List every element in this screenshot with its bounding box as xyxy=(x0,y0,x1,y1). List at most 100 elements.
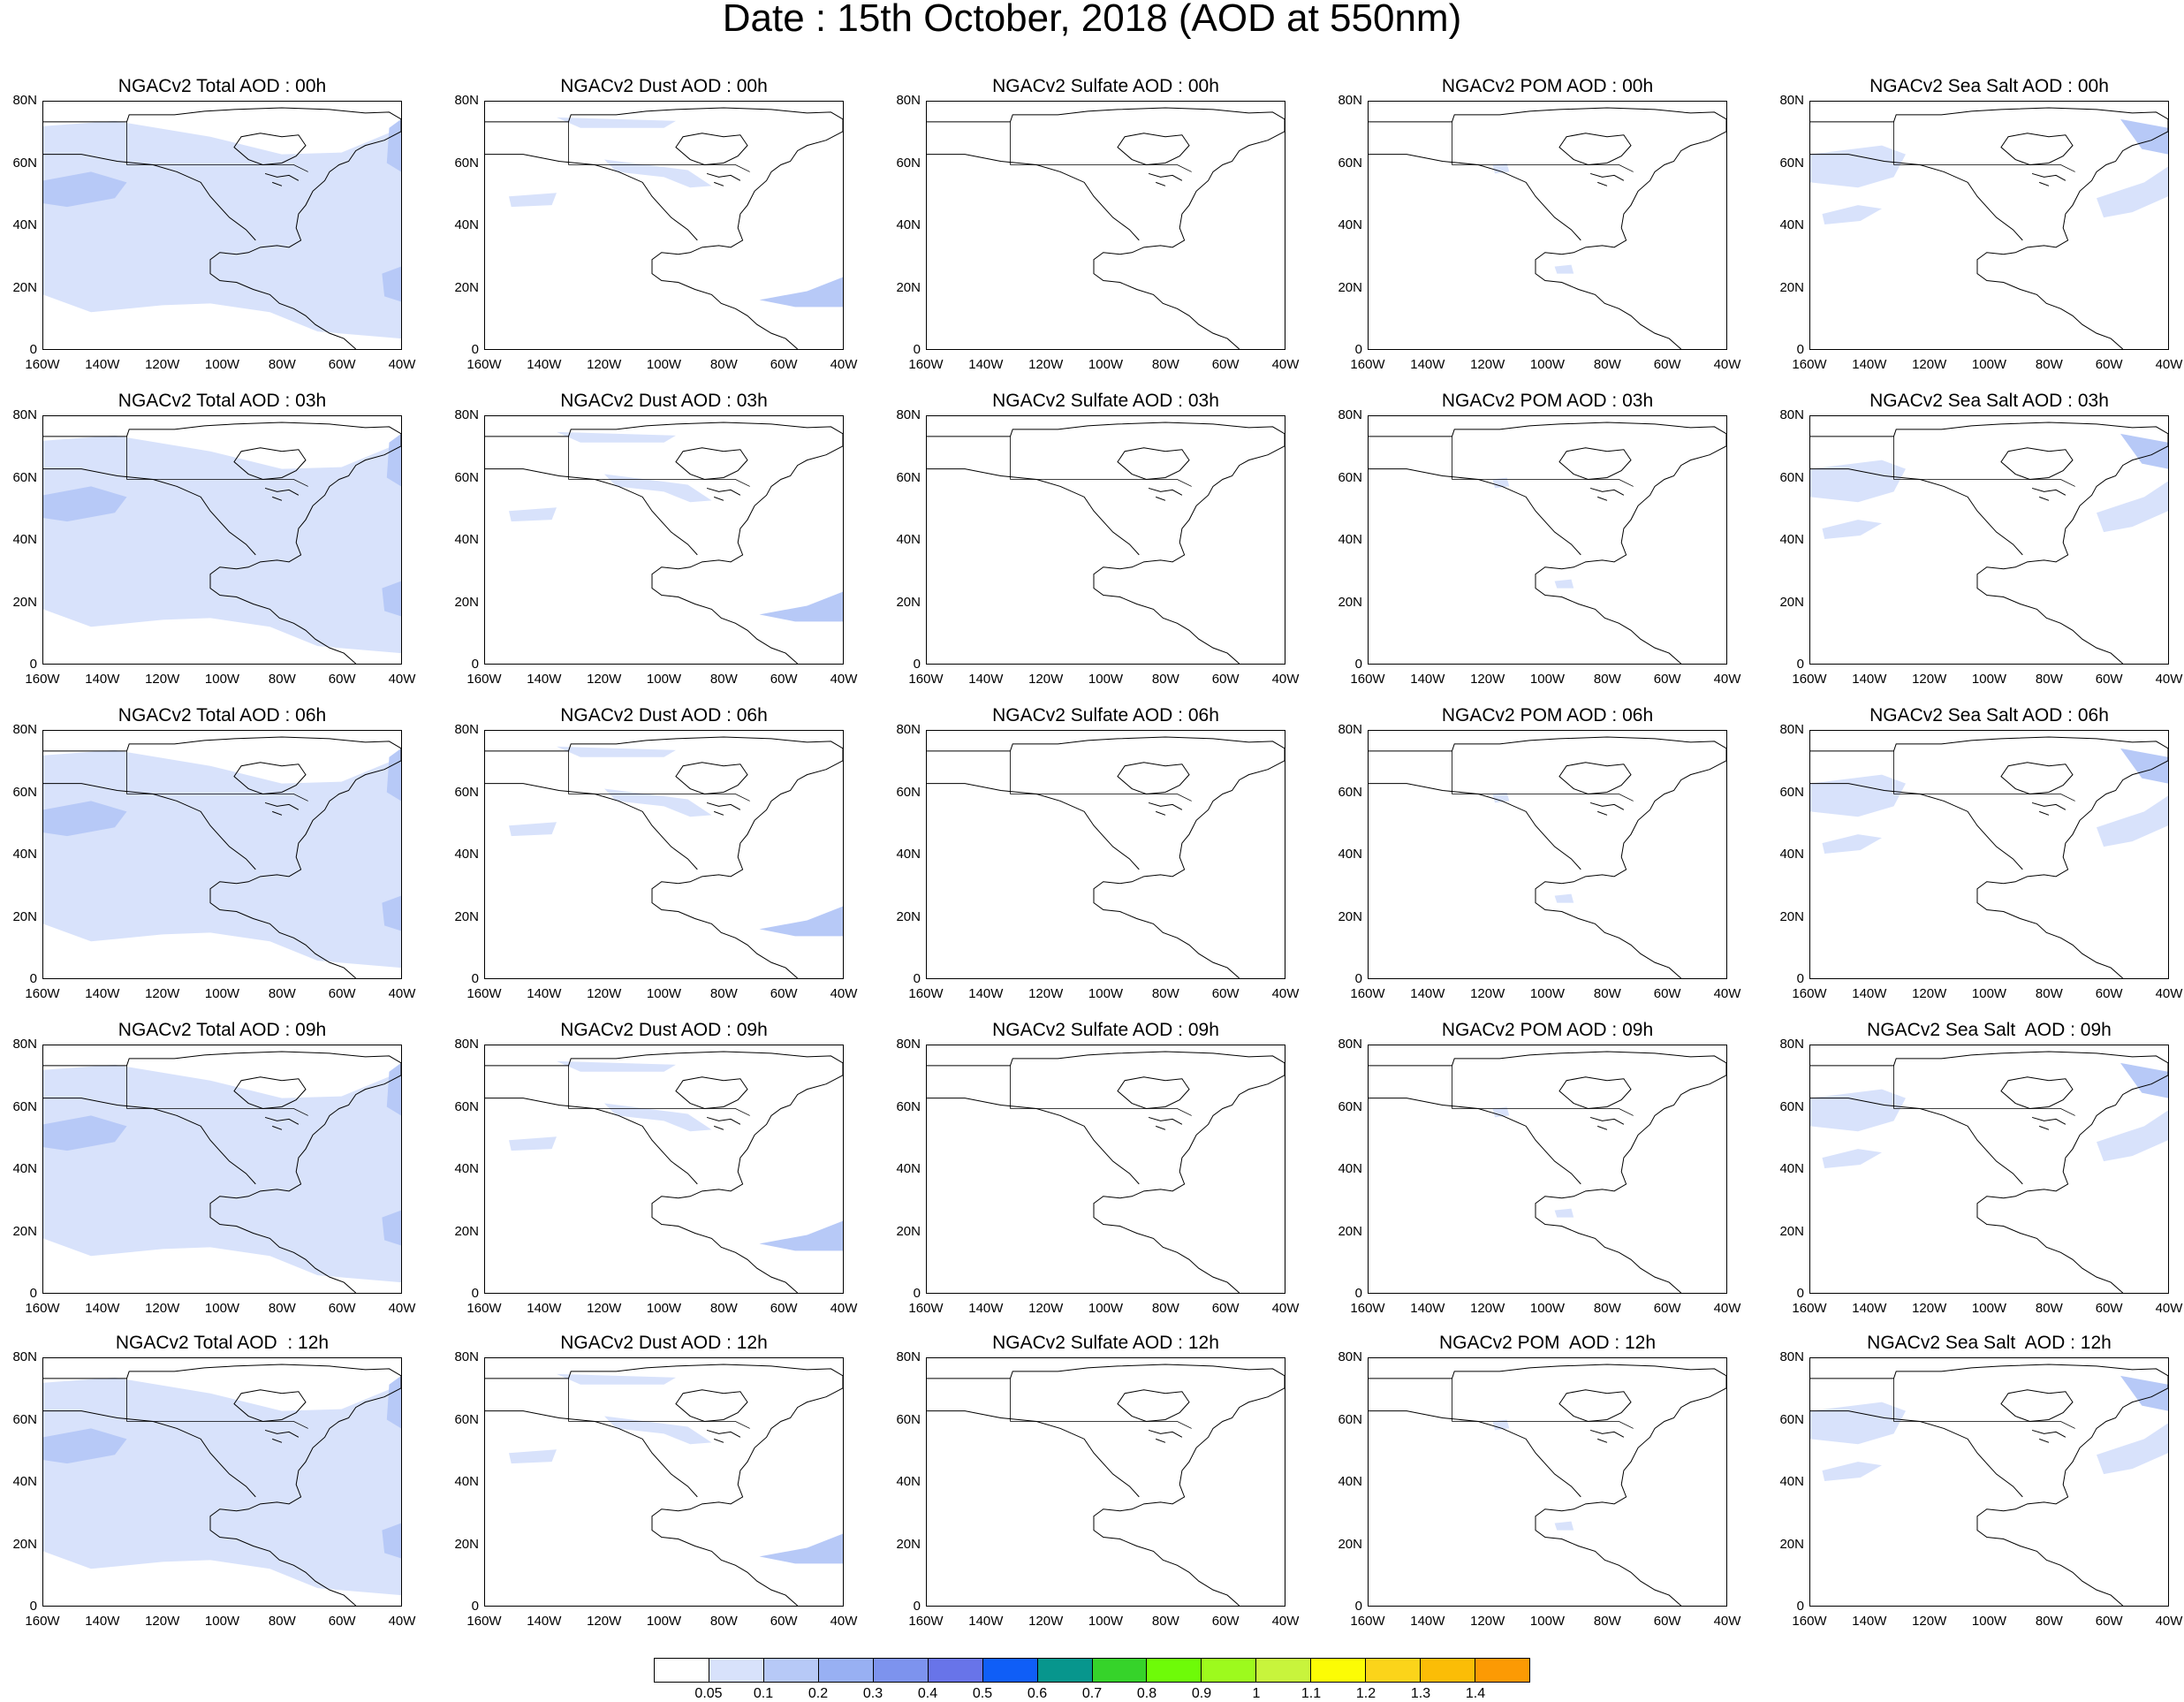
lat-tick-label: 40N xyxy=(12,847,37,862)
political-border xyxy=(1452,122,1634,172)
aod-field-2 xyxy=(2120,1375,2168,1411)
aod-field-1 xyxy=(43,486,127,522)
lon-tick-label: 40W xyxy=(830,1614,858,1629)
lat-tick-label: 20N xyxy=(1338,908,1362,924)
lon-tick-label: 80W xyxy=(2035,357,2063,372)
lat-tick-label: 40N xyxy=(896,1161,921,1176)
lat-tick-label: 80N xyxy=(454,722,479,737)
lon-tick-label: 80W xyxy=(2035,672,2063,687)
lon-tick-label: 100W xyxy=(1529,357,1566,372)
map-total-row1 xyxy=(42,415,402,665)
panel-title: NGACv2 Sulfate AOD : 03h xyxy=(992,391,1219,411)
coastline xyxy=(485,1364,843,1606)
hudson-bay-outline xyxy=(2001,763,2073,794)
coastline xyxy=(43,737,401,978)
lon-tick-label: 40W xyxy=(1271,357,1300,372)
lat-tick-label: 60N xyxy=(12,784,37,800)
map-total-row0 xyxy=(42,101,402,350)
hudson-bay-outline xyxy=(676,448,747,480)
political-border xyxy=(1894,437,2075,487)
map-dust-row0 xyxy=(484,101,844,350)
lon-tick-label: 40W xyxy=(388,986,416,1001)
aod-field-2 xyxy=(2120,1062,2168,1098)
panel-title: NGACv2 Sulfate AOD : 12h xyxy=(992,1333,1219,1353)
panel-title: NGACv2 Dust AOD : 00h xyxy=(560,76,768,96)
aod-field-1 xyxy=(1554,1521,1574,1531)
hudson-bay-outline xyxy=(234,448,306,480)
lat-tick-label: 0 xyxy=(1796,971,1804,986)
map-total-row3 xyxy=(42,1045,402,1294)
lon-tick-label: 60W xyxy=(2095,357,2123,372)
lakes xyxy=(2032,1430,2066,1442)
aod-field-0 xyxy=(1810,1402,1906,1445)
lat-tick-label: 40N xyxy=(454,217,479,232)
aod-field-2 xyxy=(2120,748,2168,784)
lakes xyxy=(707,1117,740,1129)
aod-field-3 xyxy=(382,581,401,617)
coastline xyxy=(485,737,843,978)
map-sulfate-row4 xyxy=(926,1357,1285,1607)
lon-tick-label: 120W xyxy=(1470,357,1505,372)
lat-tick-label: 80N xyxy=(1779,407,1804,422)
lat-tick-label: 60N xyxy=(454,1411,479,1427)
lakes xyxy=(265,802,299,815)
aod-field-0 xyxy=(557,117,676,128)
hudson-bay-outline xyxy=(1559,133,1631,165)
lat-tick-label: 0 xyxy=(913,657,921,672)
lon-tick-label: 160W xyxy=(466,1614,502,1629)
lon-tick-label: 120W xyxy=(1912,357,1947,372)
lon-tick-label: 40W xyxy=(1271,1614,1300,1629)
aod-field-3 xyxy=(2097,1110,2168,1162)
lon-tick-label: 160W xyxy=(908,1614,944,1629)
lat-tick-label: 20N xyxy=(12,908,37,924)
lat-tick-label: 40N xyxy=(1338,847,1362,862)
lon-tick-label: 80W xyxy=(268,672,296,687)
aod-field-2 xyxy=(386,1062,401,1116)
panel-title: NGACv2 Sea Salt AOD : 03h xyxy=(1869,391,2109,411)
lat-tick-label: 80N xyxy=(896,1349,921,1364)
map-sulfate-row3 xyxy=(926,1045,1285,1294)
lon-tick-label: 80W xyxy=(1151,357,1179,372)
lat-tick-label: 80N xyxy=(896,722,921,737)
lat-tick-label: 0 xyxy=(471,657,479,672)
lon-tick-label: 160W xyxy=(908,672,944,687)
hudson-bay-outline xyxy=(234,1390,306,1422)
aod-field-1 xyxy=(604,159,712,188)
lat-tick-label: 0 xyxy=(1354,1286,1362,1301)
lon-tick-label: 60W xyxy=(328,1614,356,1629)
map-pom-row2 xyxy=(1368,730,1727,979)
lat-tick-label: 80N xyxy=(1338,1349,1362,1364)
map-pom-row3 xyxy=(1368,1045,1727,1294)
coastline xyxy=(1369,108,1726,349)
aod-field-1 xyxy=(604,474,712,503)
coastline xyxy=(927,1052,1285,1293)
lat-tick-label: 60N xyxy=(1338,155,1362,171)
lon-tick-label: 100W xyxy=(1971,1301,2007,1316)
lon-tick-label: 140W xyxy=(968,672,1004,687)
colorbar-tick-label: 1.2 xyxy=(1355,1686,1376,1701)
lat-tick-label: 60N xyxy=(896,1098,921,1114)
aod-field-2 xyxy=(386,118,401,172)
colorbar-tick-label: 0.3 xyxy=(862,1686,883,1701)
lon-tick-label: 60W xyxy=(2095,986,2123,1001)
aod-field-0 xyxy=(43,435,401,654)
hudson-bay-outline xyxy=(2001,1390,2073,1422)
coastline xyxy=(1369,422,1726,664)
lon-tick-label: 160W xyxy=(1792,357,1827,372)
lon-tick-label: 40W xyxy=(388,1301,416,1316)
lat-tick-label: 60N xyxy=(896,469,921,485)
colorbar-swatch xyxy=(818,1659,874,1682)
lon-tick-label: 60W xyxy=(1211,1614,1240,1629)
aod-field-2 xyxy=(509,1136,557,1151)
lat-tick-label: 80N xyxy=(12,722,37,737)
lon-tick-label: 80W xyxy=(268,357,296,372)
aod-colorbar xyxy=(654,1658,1530,1683)
lat-tick-label: 80N xyxy=(12,1037,37,1052)
lon-tick-label: 40W xyxy=(1271,986,1300,1001)
political-border xyxy=(1894,122,2075,172)
aod-field-3 xyxy=(2097,166,2168,218)
lat-tick-label: 80N xyxy=(1779,722,1804,737)
lon-tick-label: 60W xyxy=(328,672,356,687)
aod-field-0 xyxy=(557,1060,676,1072)
aod-field-2 xyxy=(509,193,557,208)
